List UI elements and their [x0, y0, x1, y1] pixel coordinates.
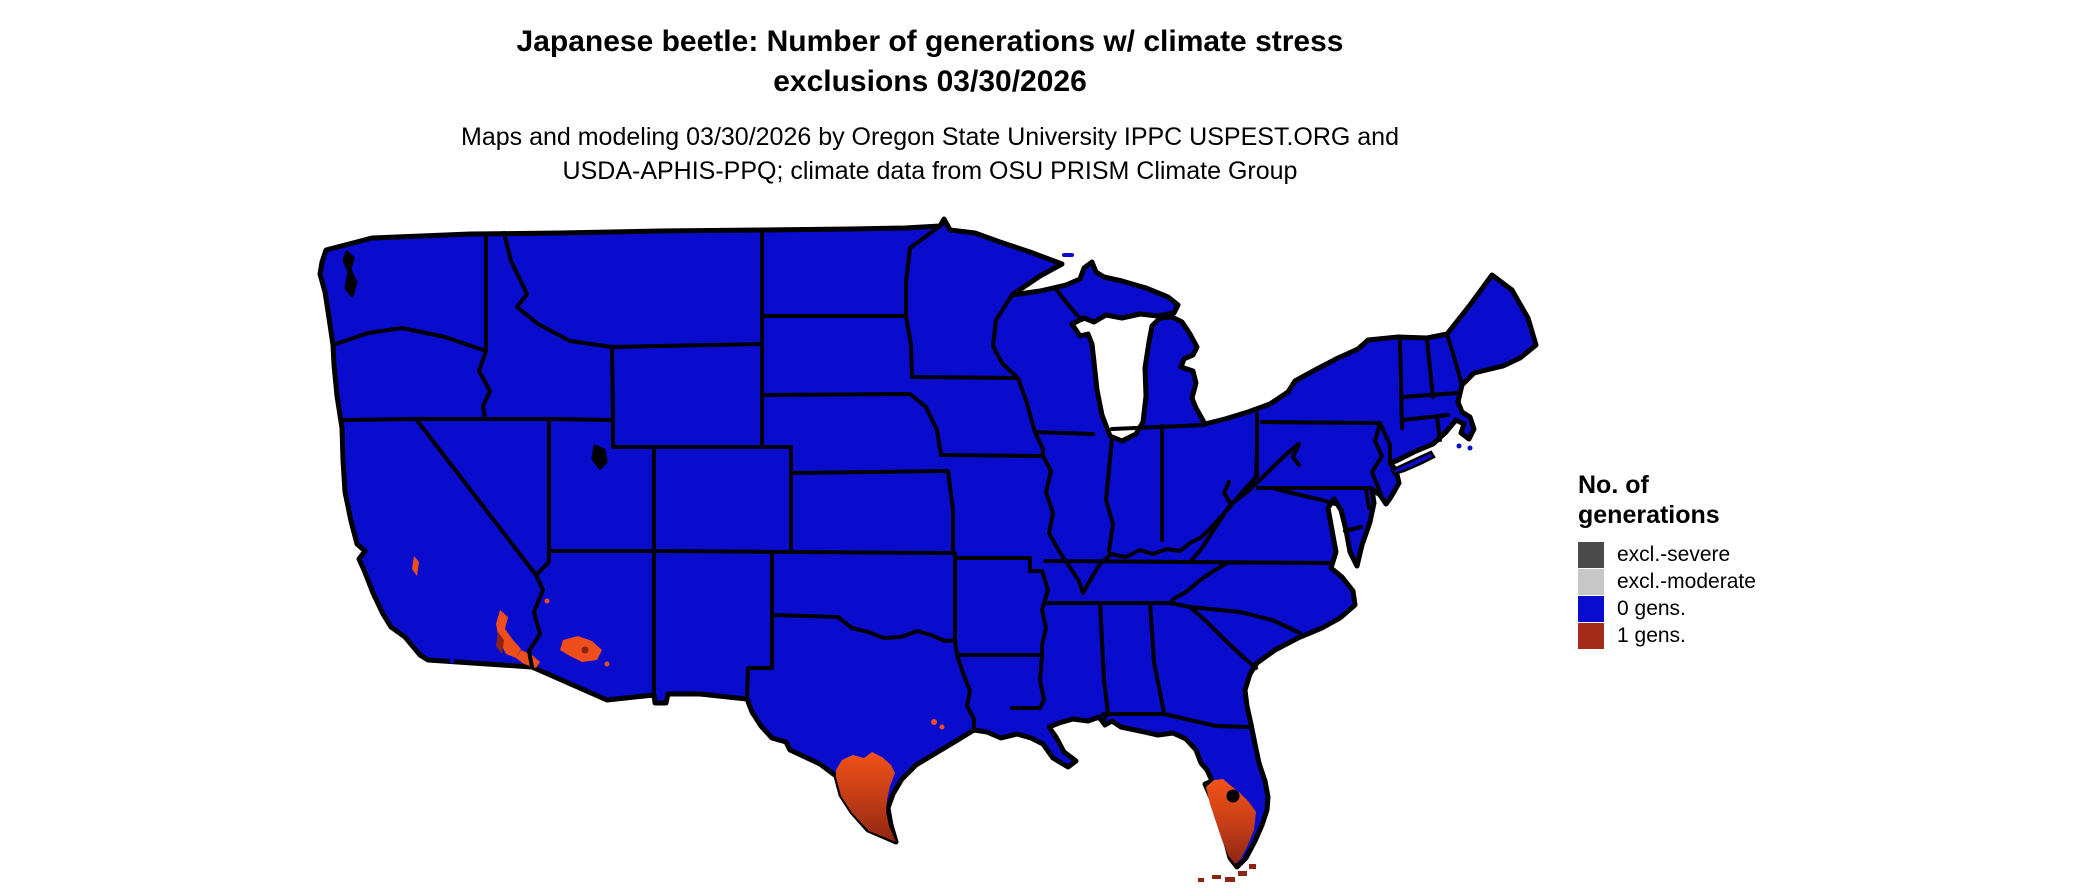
legend-label-excl-moderate: excl.-moderate [1617, 570, 1756, 593]
long-island [1390, 450, 1436, 476]
channel-islands [423, 627, 455, 664]
puget-sound [342, 250, 358, 298]
legend-title-line-2: generations [1578, 501, 1720, 529]
legend-label-excl-severe: excl.-severe [1617, 543, 1731, 566]
southwest-generation-zone [412, 556, 610, 668]
legend-row-excl-severe: excl.-severe [1578, 542, 1878, 568]
legend-swatch-1-gens [1578, 623, 1604, 649]
isle-royale [1062, 253, 1074, 257]
south-florida-generation-zone [1206, 779, 1256, 864]
legend-swatch-excl-moderate [1578, 569, 1604, 595]
state-borders [331, 224, 1464, 732]
texas-coast-specks [931, 719, 945, 730]
legend-swatch-excl-severe [1578, 542, 1604, 568]
page-title: Japanese beetle: Number of generations w… [330, 22, 1530, 102]
subtitle-line-1: Maps and modeling 03/30/2026 by Oregon S… [461, 123, 1399, 151]
title-line-1: Japanese beetle: Number of generations w… [516, 25, 1344, 58]
map-legend: No. of generations excl.-severe excl.-mo… [1578, 470, 1878, 650]
title-line-2: exclusions 03/30/2026 [773, 65, 1087, 98]
subtitle-line-2: USDA-APHIS-PPQ; climate data from OSU PR… [562, 157, 1298, 185]
legend-label-0-gens: 0 gens. [1617, 597, 1686, 620]
florida-keys [1198, 864, 1256, 882]
legend-label-1-gens: 1 gens. [1617, 624, 1686, 647]
south-texas-generation-zone [836, 752, 896, 842]
legend-title-line-1: No. of [1578, 471, 1649, 499]
map-subtitle: Maps and modeling 03/30/2026 by Oregon S… [330, 120, 1530, 188]
legend-row-0-gens: 0 gens. [1578, 596, 1878, 622]
legend-row-1-gens: 1 gens. [1578, 623, 1878, 649]
legend-row-excl-moderate: excl.-moderate [1578, 569, 1878, 595]
us-landmass-outline [317, 216, 1539, 870]
great-salt-lake [591, 444, 608, 470]
northeast-islands [1456, 343, 1522, 451]
legend-rows: excl.-severe excl.-moderate 0 gens. 1 ge… [1578, 542, 1878, 649]
lake-okeechobee [1226, 789, 1240, 803]
legend-swatch-0-gens [1578, 596, 1604, 622]
